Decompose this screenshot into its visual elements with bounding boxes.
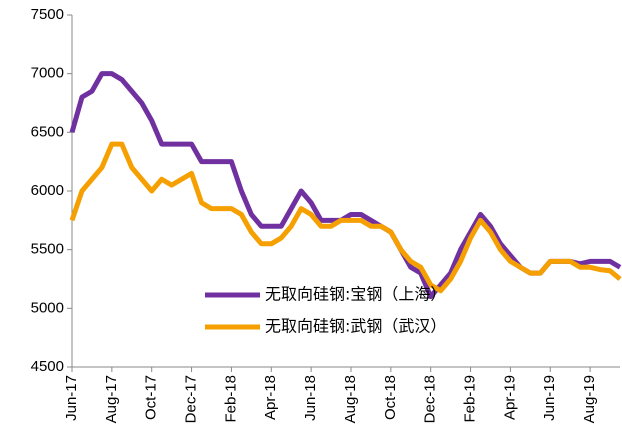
x-tick-label: Oct-18	[382, 375, 399, 420]
series-line	[69, 141, 622, 294]
x-tick-label: Aug-17	[103, 375, 120, 423]
x-tick-label: Feb-18	[222, 375, 239, 423]
x-tick-label: Dec-17	[183, 375, 200, 423]
y-tick-label: 6000	[31, 182, 64, 199]
y-tick-label: 4500	[31, 358, 64, 375]
x-tick-label: Oct-17	[143, 375, 160, 420]
y-tick-label: 7000	[31, 65, 64, 82]
y-tick-label: 5000	[31, 299, 64, 316]
legend-label: 无取向硅钢:宝钢（上海）	[265, 285, 446, 304]
x-tick-label: Aug-18	[342, 375, 359, 423]
x-tick-label: Jun-17	[63, 375, 80, 421]
x-tick-label: Jun-19	[541, 375, 558, 421]
x-tick-label: Apr-18	[262, 375, 279, 420]
x-tick-label: Jun-18	[302, 375, 319, 421]
y-tick-label: 5500	[31, 241, 64, 258]
y-tick-label: 7500	[31, 6, 64, 23]
x-tick-label: Aug-19	[581, 375, 598, 423]
x-tick-label: Feb-19	[462, 375, 479, 423]
y-tick-label: 6500	[31, 123, 64, 140]
x-tick-label: Dec-18	[422, 375, 439, 423]
x-tick-label: Apr-19	[501, 375, 518, 420]
legend-label: 无取向硅钢:武钢（武汉）	[265, 317, 446, 336]
